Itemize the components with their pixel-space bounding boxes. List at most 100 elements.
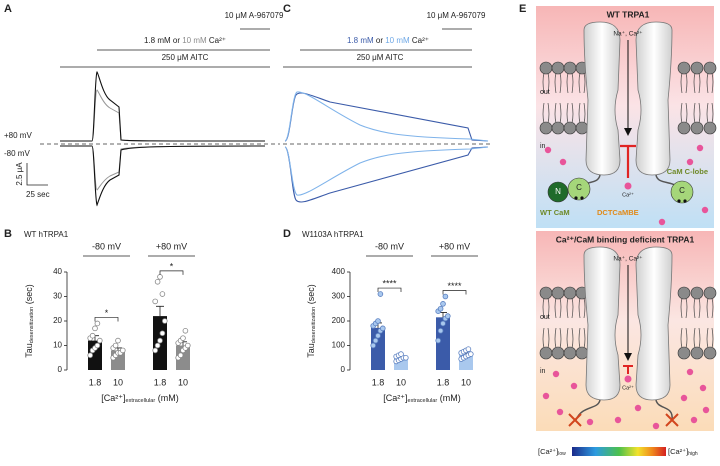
lipid-tail	[566, 72, 574, 94]
calcium-label: 1.8 mM or 10 mM Ca²⁺	[144, 36, 226, 45]
trace	[284, 91, 489, 142]
data-point	[398, 351, 404, 357]
lipid-tail	[578, 102, 586, 124]
voltage-label: +80 mV	[4, 131, 32, 140]
side-label: out	[540, 89, 550, 96]
y-tick-label: 200	[332, 316, 346, 325]
panel-a: A 10 μM A-967079 1.8 mM or 10 mM Ca²⁺ 25…	[4, 3, 284, 207]
calcium-ion	[552, 370, 560, 378]
calcium-ion	[544, 146, 552, 154]
chart-title: W1103A hTRPA1	[302, 230, 364, 239]
tail	[655, 399, 673, 421]
significance-label: *	[170, 261, 174, 271]
lipid-head	[551, 61, 565, 75]
text: [Ca²⁺]	[538, 447, 558, 456]
panel-label: A	[4, 3, 12, 15]
group-label: -80 mV	[375, 241, 404, 251]
lipid-tail	[706, 72, 714, 94]
lipid-tail	[680, 327, 688, 349]
lipid-tail	[542, 72, 550, 94]
lipid-tail	[706, 297, 714, 319]
trace	[60, 145, 266, 191]
group-label: -80 mV	[92, 241, 121, 251]
x-tick-label: 10	[178, 377, 188, 387]
calcium-ion	[542, 392, 550, 400]
y-tick-label: 0	[58, 365, 63, 374]
text: (sec)	[24, 284, 34, 307]
x-tick-label: 1.8	[154, 377, 167, 387]
lipid-tail	[566, 327, 574, 349]
text: high	[688, 451, 698, 457]
calcium-ion	[559, 158, 567, 166]
lipid-head	[690, 121, 704, 135]
lipid-head	[703, 286, 717, 300]
calcium-ion	[586, 418, 594, 426]
lipid-head	[551, 286, 565, 300]
lipid-tail	[693, 102, 701, 124]
calcium-ion	[652, 422, 660, 430]
data-point	[159, 291, 166, 297]
calcium-ion	[556, 408, 564, 416]
data-point	[87, 352, 93, 359]
lipid-head	[563, 61, 577, 75]
data-point	[379, 325, 386, 332]
lipid-head	[690, 346, 704, 360]
data-point	[152, 298, 159, 305]
data-point	[437, 327, 444, 334]
lipid-tail	[680, 297, 688, 319]
text: Tau	[306, 343, 316, 358]
data-point	[370, 342, 377, 349]
x-tick-label: 1.8	[437, 377, 450, 387]
lipid-tail	[566, 102, 574, 124]
text: (mM)	[437, 393, 461, 403]
y-tick-label: 0	[341, 365, 346, 374]
scene-title: WT TRPA1	[607, 9, 650, 19]
calcium-ions	[542, 144, 710, 430]
lipid-head	[539, 61, 553, 75]
lipid-head	[690, 61, 704, 75]
cam-c-lobe	[567, 177, 591, 201]
lipid-tail	[554, 297, 562, 319]
lipid-tail	[578, 297, 586, 319]
panel-label: B	[4, 228, 12, 240]
cam-label: CaM C-lobe	[667, 167, 708, 176]
data-point	[377, 291, 384, 297]
panel-label: D	[283, 228, 291, 240]
lobe-label: N	[555, 187, 561, 196]
lipid-tail	[693, 327, 701, 349]
voltage-label: -80 mV	[4, 149, 30, 158]
side-label: in	[540, 368, 546, 375]
data-point	[375, 332, 381, 339]
y-axis-label: Taudesensitization (sec)	[24, 284, 35, 357]
lipid-head	[551, 121, 565, 135]
lipid-tail	[542, 327, 550, 349]
drug-label: 10 μM A-967079	[225, 11, 284, 20]
y-tick-label: 100	[332, 341, 346, 350]
lipid-head	[575, 346, 589, 360]
text: (mM)	[155, 393, 179, 403]
calcium-ion	[614, 416, 622, 424]
lobe-label: C	[576, 183, 582, 192]
data-point	[157, 337, 163, 344]
lipid-head	[677, 286, 691, 300]
panel-label: C	[283, 3, 291, 15]
text: 10 mM	[385, 36, 410, 45]
aitc-label: 250 μM AITC	[357, 53, 404, 62]
scene-title: Ca²⁺/CaM binding deficient TRPA1	[556, 234, 695, 244]
data-point	[154, 278, 161, 285]
lipid-head	[703, 61, 717, 75]
lipid-head	[677, 346, 691, 360]
x-tick-label: 10	[461, 377, 471, 387]
inhibition	[620, 144, 636, 178]
y-tick-label: 40	[53, 267, 62, 276]
trace	[284, 146, 489, 196]
lipid-head	[563, 121, 577, 135]
trace	[284, 92, 489, 142]
cam-c-lobe	[670, 180, 694, 204]
lipid-tail	[680, 72, 688, 94]
panel-e: E WT TRPA1 Na⁺, Ca²⁺ out in Ca²⁺ N C WT …	[519, 3, 717, 457]
scale-bar	[26, 163, 48, 186]
significance-bracket	[94, 317, 119, 322]
colorbar-label: [Ca²⁺]low	[538, 447, 566, 457]
trace	[60, 70, 266, 142]
